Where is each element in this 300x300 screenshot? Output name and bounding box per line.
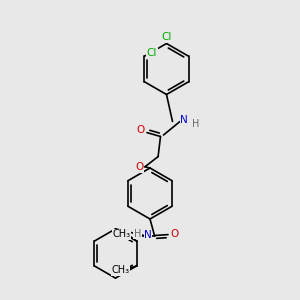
Text: O: O: [136, 125, 145, 135]
Text: Cl: Cl: [161, 32, 172, 43]
Text: O: O: [170, 229, 179, 239]
Text: Cl: Cl: [147, 48, 157, 58]
Text: N: N: [180, 115, 188, 125]
Text: N: N: [144, 230, 152, 241]
Text: CH₃: CH₃: [111, 265, 129, 275]
Text: H: H: [192, 119, 200, 129]
Text: O: O: [135, 162, 144, 172]
Text: H: H: [134, 229, 141, 239]
Text: CH₃: CH₃: [113, 229, 131, 239]
